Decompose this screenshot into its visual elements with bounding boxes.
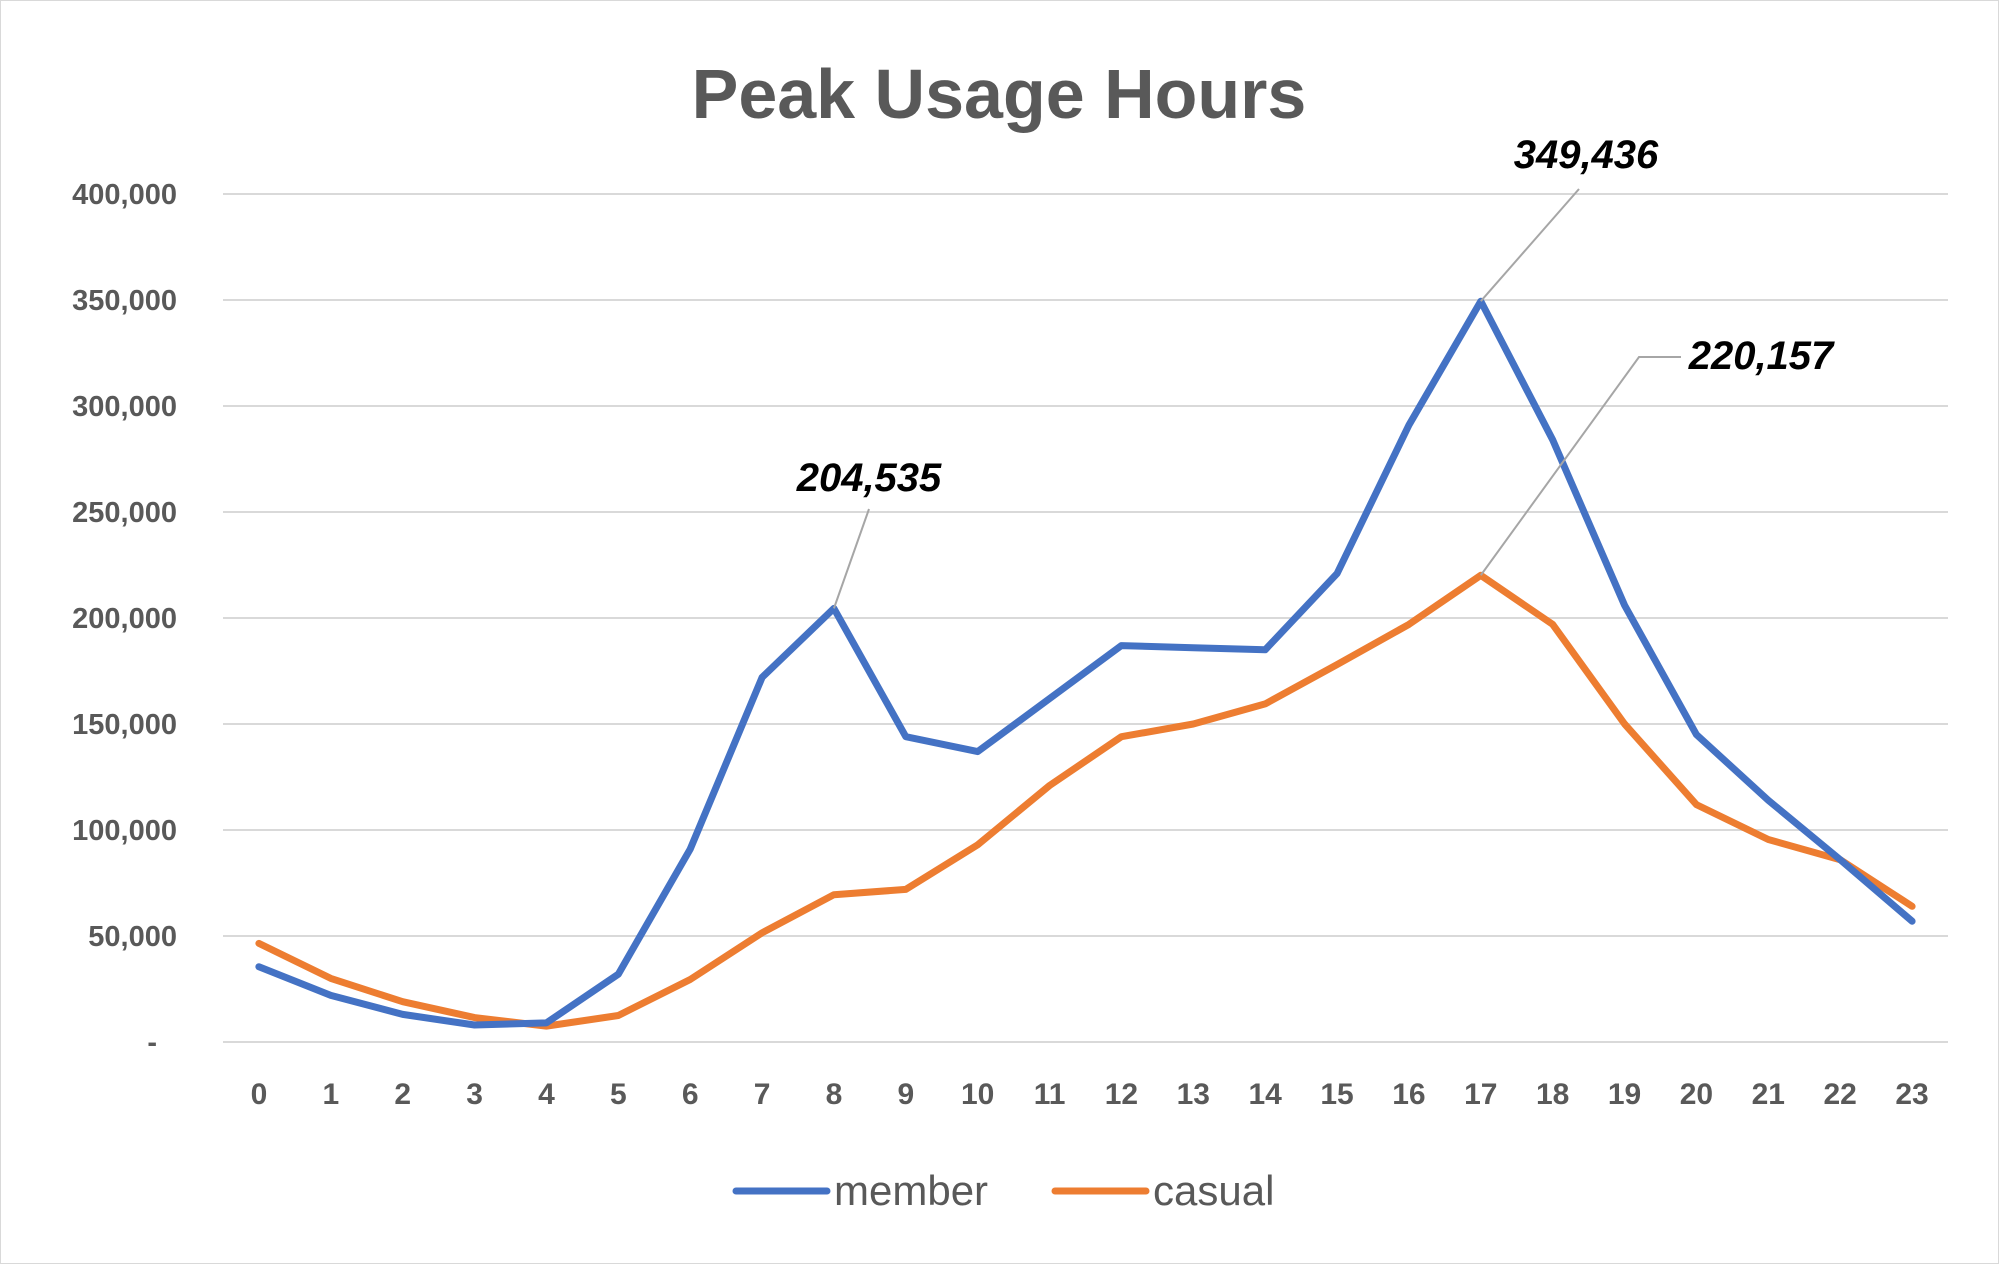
x-tick-label: 17	[1464, 1078, 1497, 1111]
x-tick-label: 19	[1608, 1078, 1641, 1111]
y-axis: - 50,000 100,000 150,000 200,000 250,000 300,0…	[72, 179, 177, 1059]
x-tick-label: 21	[1752, 1078, 1785, 1111]
x-tick-label: 7	[754, 1078, 771, 1111]
x-tick-label: 8	[826, 1078, 843, 1111]
chart-title: Peak Usage Hours	[692, 55, 1307, 133]
x-tick-label: 3	[466, 1078, 483, 1111]
x-tick-label: 13	[1177, 1078, 1210, 1111]
y-tick-label: 350,000	[72, 285, 177, 317]
x-tick-label: 15	[1320, 1078, 1353, 1111]
data-labels: 204,535 349,436 220,157	[796, 133, 1835, 609]
x-tick-label: 10	[961, 1078, 994, 1111]
x-tick-label: 23	[1895, 1078, 1928, 1111]
data-label-leader	[832, 508, 870, 609]
x-tick-label: 20	[1680, 1078, 1713, 1111]
y-tick-label: 250,000	[72, 497, 177, 529]
y-tick-label: 100,000	[72, 815, 177, 847]
x-tick-label: 2	[394, 1078, 411, 1111]
data-label: 204,535	[796, 456, 942, 500]
x-tick-label: 11	[1034, 1078, 1066, 1111]
x-tick-label: 12	[1105, 1078, 1138, 1111]
x-tick-label: 18	[1536, 1078, 1569, 1111]
x-tick-label: 6	[682, 1078, 699, 1111]
x-tick-label: 4	[538, 1078, 555, 1111]
y-tick-label: -	[147, 1027, 157, 1059]
y-tick-label: 300,000	[72, 391, 177, 423]
legend-label-casual: casual	[1153, 1167, 1274, 1214]
series-line-casual	[255, 571, 1916, 1030]
x-tick-label: 16	[1392, 1078, 1425, 1111]
x-tick-label: 5	[610, 1078, 627, 1111]
legend: member casual	[732, 1167, 1274, 1214]
x-tick-label: 9	[897, 1078, 914, 1111]
data-label-leader	[1480, 356, 1681, 576]
gridlines	[223, 193, 1948, 1043]
y-tick-label: 50,000	[88, 921, 177, 953]
x-tick-label: 1	[322, 1078, 339, 1111]
x-axis: 0 1 2 3 4 5 6 7 8 9 10 11 12 13 14 15 16 17 18 19 20 21 22 23	[251, 1078, 1929, 1111]
data-label: 349,436	[1514, 133, 1659, 177]
data-label-leader	[1480, 188, 1580, 302]
series-lines	[255, 297, 1916, 1030]
y-tick-label: 200,000	[72, 603, 177, 635]
x-tick-label: 14	[1249, 1078, 1283, 1111]
y-tick-label: 400,000	[72, 179, 177, 211]
x-tick-label: 0	[251, 1078, 268, 1111]
y-tick-label: 150,000	[72, 709, 177, 741]
series-line-member	[255, 297, 1916, 1029]
x-tick-label: 22	[1824, 1078, 1857, 1111]
data-label: 220,157	[1688, 334, 1835, 378]
legend-label-member: member	[834, 1167, 988, 1214]
